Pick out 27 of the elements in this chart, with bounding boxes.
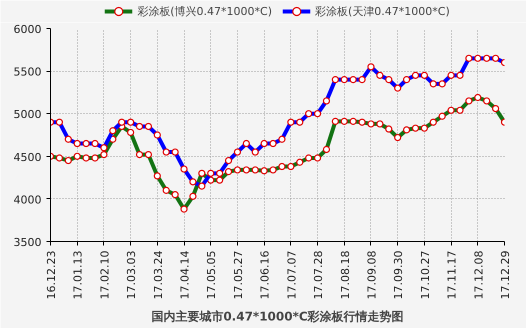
x-tick-label: 17.12.08 bbox=[472, 250, 486, 300]
x-tick-label: 17.01.13 bbox=[72, 250, 85, 300]
x-tick-label: 16.12.23 bbox=[45, 250, 58, 300]
x-tick-label: 17.08.18 bbox=[338, 250, 352, 300]
x-tick-label: 17.12.29 bbox=[499, 250, 512, 300]
y-tick-label: 4000 bbox=[14, 193, 42, 206]
y-tick-label: 5500 bbox=[14, 66, 42, 79]
x-tick-label: 17.05.05 bbox=[205, 250, 218, 300]
y-tick-label: 3500 bbox=[14, 236, 42, 249]
x-tick-label: 17.03.03 bbox=[125, 250, 138, 300]
x-tick-label: 17.06.16 bbox=[258, 250, 272, 300]
y-tick-label: 5000 bbox=[14, 108, 42, 122]
x-tick-label: 17.07.28 bbox=[312, 250, 326, 300]
text: 国内主要城市0.47*1000*C彩涂板行情走势图 bbox=[151, 310, 404, 324]
x-tick-label: 17.11.17 bbox=[446, 250, 459, 300]
y-tick-label: 6000 bbox=[14, 23, 42, 36]
x-tick-label: 17.04.14 bbox=[178, 250, 192, 300]
x-tick-label: 17.07.07 bbox=[285, 250, 298, 300]
x-tick-label: 17.02.10 bbox=[98, 250, 112, 300]
legend-label: 彩涂板(天津0.47*1000*C) bbox=[315, 4, 450, 18]
x-tick-label: 17.09.30 bbox=[392, 250, 406, 300]
x-tick-label: 17.03.24 bbox=[152, 250, 165, 300]
x-tick-label: 17.05.27 bbox=[232, 250, 245, 300]
x-tick-label: 17.09.08 bbox=[365, 250, 378, 300]
x-tick-label: 17.10.27 bbox=[418, 250, 432, 300]
y-tick-label: 4500 bbox=[14, 150, 42, 164]
legend-label: 彩涂板(博兴0.47*1000*C) bbox=[137, 4, 272, 18]
